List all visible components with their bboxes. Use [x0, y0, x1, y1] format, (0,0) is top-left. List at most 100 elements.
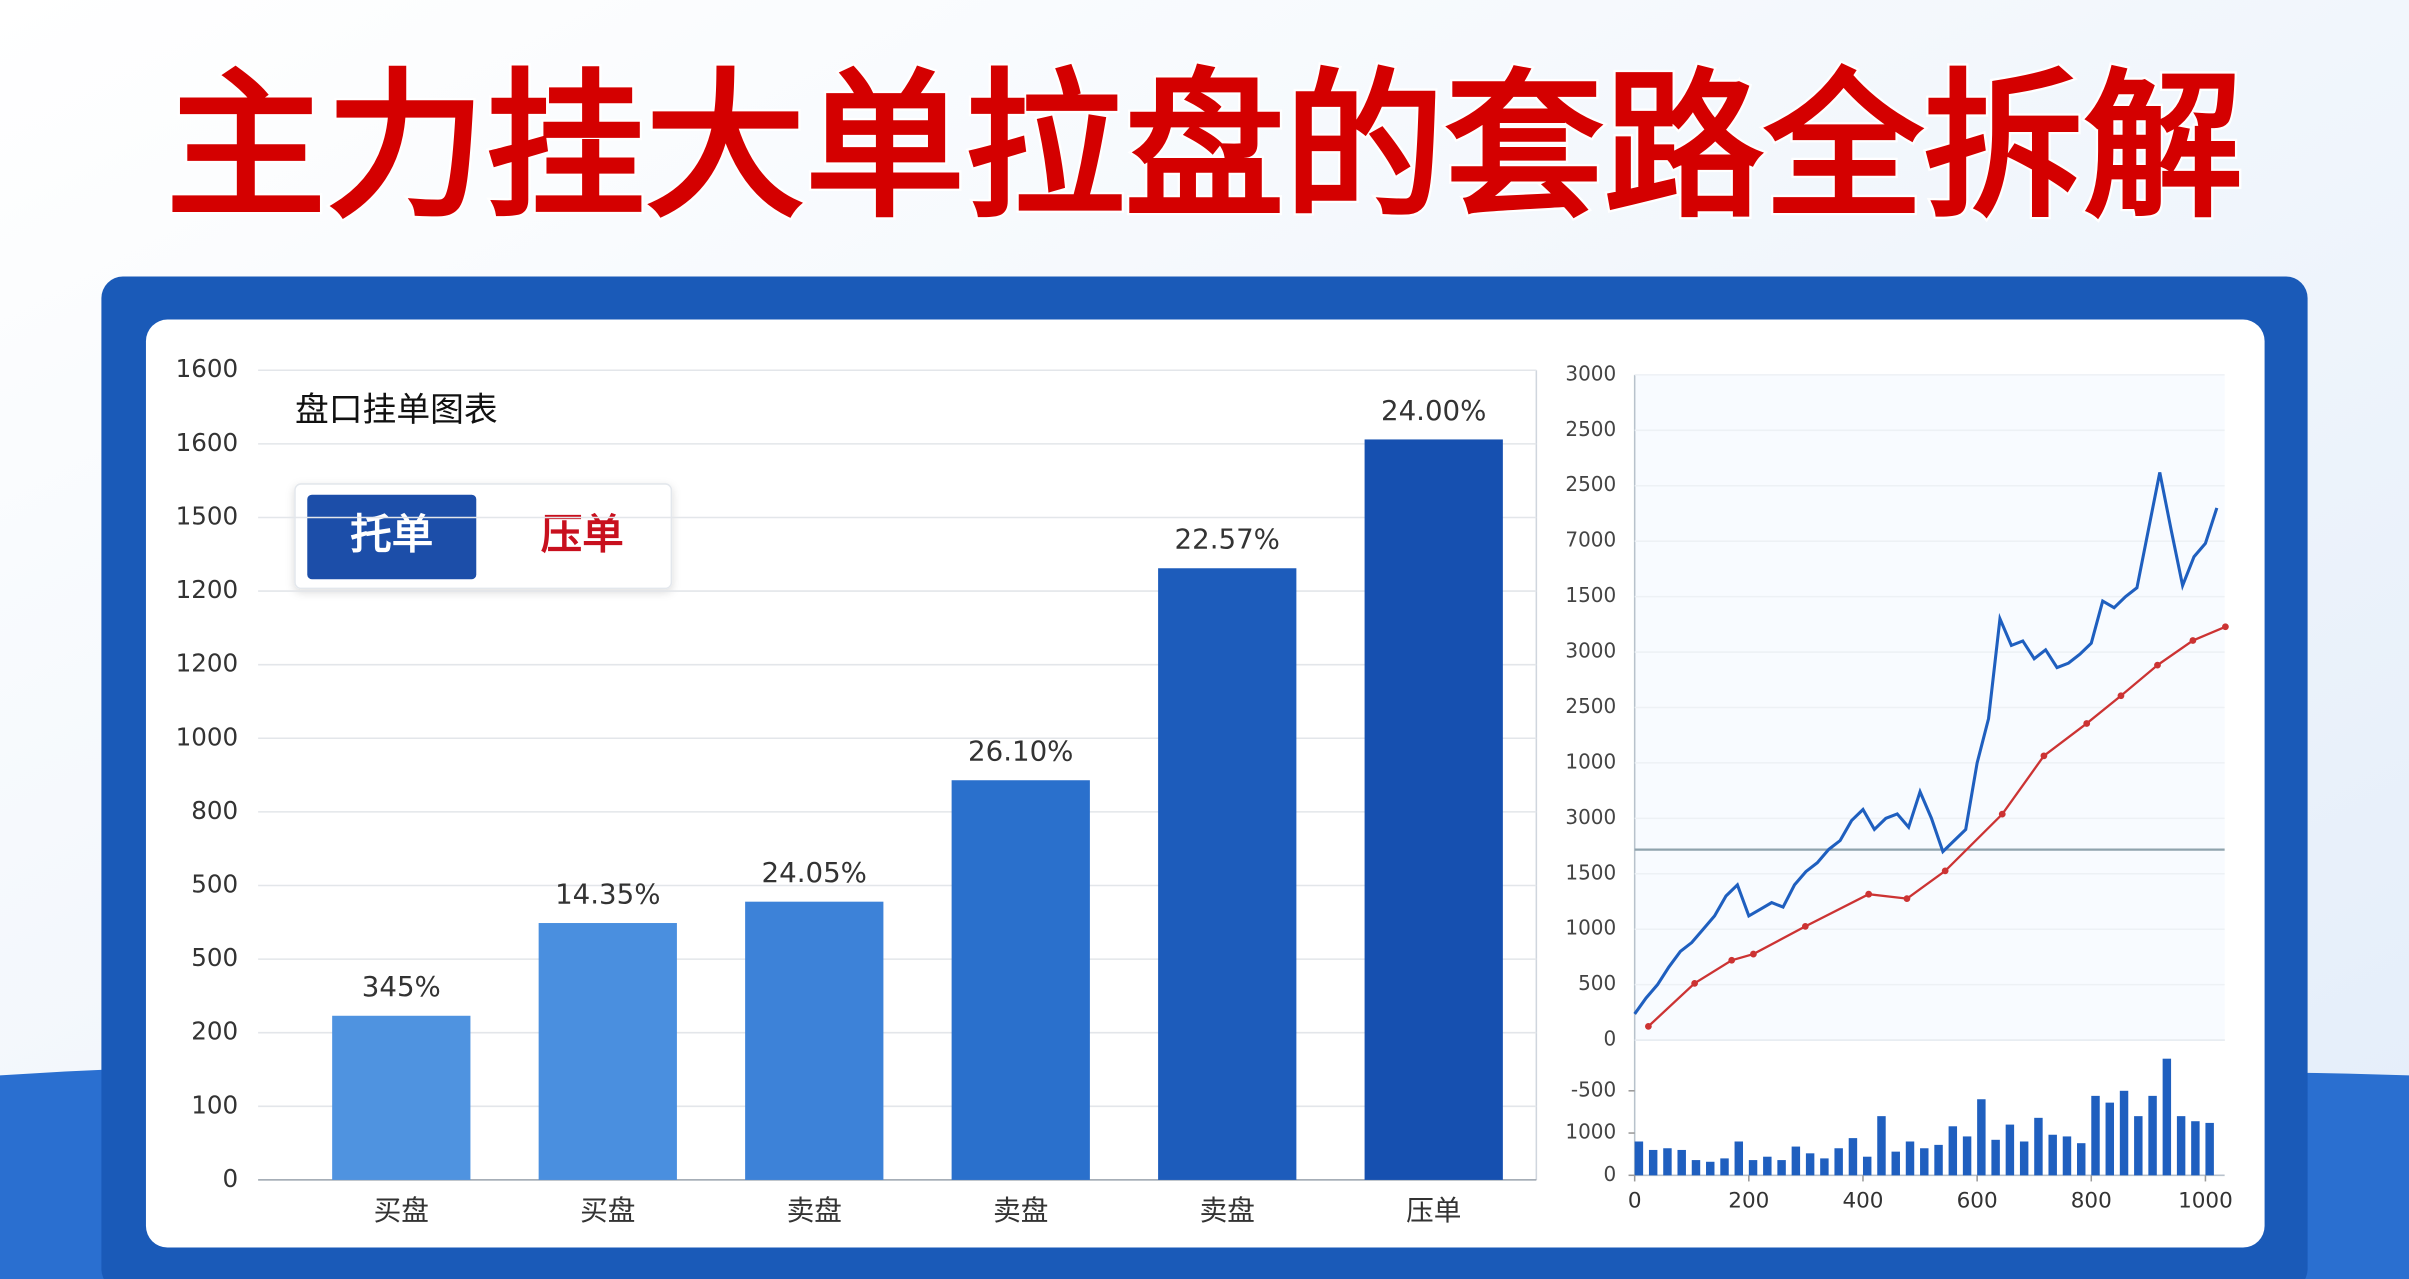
y-tick-label: 3000 [1565, 639, 1616, 663]
series-point [1644, 1022, 1652, 1030]
series-point [2040, 752, 2048, 760]
y-tick-label: 1200 [176, 649, 239, 678]
series-point [2189, 637, 2197, 644]
volume-bar [2062, 1136, 2072, 1176]
volume-bar [2019, 1141, 2029, 1176]
y-tick-label: 1500 [1565, 583, 1616, 607]
x-tick-label: 1000 [2178, 1188, 2233, 1213]
y-tick-label: 1600 [176, 428, 239, 457]
bar [1364, 439, 1503, 1180]
x-tick-label: 买盘 [580, 1194, 635, 1227]
x-tick-label: 卖盘 [993, 1194, 1048, 1227]
series-line [1633, 472, 2219, 1015]
volume-bar [1862, 1156, 1872, 1176]
y-tick-label: 1000 [1565, 1120, 1616, 1144]
x-tick-label: 800 [2071, 1188, 2112, 1213]
volume-bar [2119, 1090, 2129, 1176]
volume-bar [1691, 1160, 1701, 1176]
y-tick-label: 2500 [1565, 694, 1616, 718]
x-tick-label: 0 [1628, 1188, 1642, 1213]
y-tick-label: -500 [1571, 1077, 1616, 1101]
volume-bar [1891, 1151, 1900, 1176]
bar [745, 901, 884, 1180]
volume-bar [1948, 1126, 1958, 1176]
volume-bar [2176, 1116, 2186, 1176]
volume-bar [1748, 1160, 1758, 1176]
chart-title: 盘口挂单图表 [295, 390, 498, 429]
y-tick-label: 1600 [176, 354, 239, 383]
volume-bar [1991, 1139, 2000, 1176]
volume-bar [1805, 1153, 1815, 1176]
headline: 主力挂大单拉盘的套路全拆解 [166, 54, 2243, 240]
series-point [1750, 950, 1757, 958]
bar-annotation: 14.35% [555, 877, 660, 910]
volume-bar [2048, 1134, 2057, 1176]
series-point [1998, 810, 2006, 818]
x-tick-label: 600 [1957, 1188, 1998, 1213]
bar-annotation: 22.57% [1175, 523, 1280, 556]
y-tick-label: 7000 [1565, 528, 1616, 552]
bar [332, 1015, 471, 1180]
x-tick-label: 压单 [1406, 1194, 1461, 1227]
y-tick-label: 1200 [176, 575, 239, 604]
series-point [1941, 867, 1949, 875]
bar [1158, 568, 1297, 1180]
series-point [2117, 692, 2125, 700]
volume-bar [1977, 1099, 1986, 1176]
volume-bar [2134, 1116, 2143, 1176]
series-point [2222, 623, 2229, 631]
volume-bar [1734, 1141, 1744, 1176]
bar-annotation: 345% [362, 970, 441, 1003]
series-point [1691, 979, 1698, 987]
x-tick-label: 200 [1728, 1188, 1769, 1213]
legend-swatch [307, 494, 477, 580]
y-tick-label: 1000 [1565, 749, 1616, 773]
volume-bar [1777, 1160, 1786, 1176]
bar [951, 780, 1090, 1180]
series-point [2083, 720, 2091, 727]
y-tick-label: 500 [1578, 971, 1616, 995]
volume-bar [1648, 1149, 1658, 1176]
series-point [1728, 956, 1736, 964]
volume-bar [1962, 1136, 1972, 1176]
y-tick-label: 2500 [1565, 472, 1616, 496]
volume-bar [2034, 1117, 2043, 1176]
y-tick-label: 0 [1604, 1162, 1617, 1186]
bar-annotation: 26.10% [968, 735, 1073, 768]
volume-bar [2162, 1058, 2172, 1176]
volume-bar [1706, 1161, 1715, 1176]
volume-bar [2091, 1095, 2100, 1176]
y-tick-label: 0 [222, 1164, 238, 1193]
volume-bar [1934, 1144, 1943, 1176]
bar [538, 923, 677, 1180]
volume-bar [1834, 1148, 1843, 1176]
x-tick-label: 卖盘 [1200, 1194, 1255, 1227]
volume-bar [1920, 1148, 1929, 1176]
volume-bar [1820, 1158, 1829, 1176]
y-tick-label: 3000 [1565, 805, 1616, 829]
volume-bar [2205, 1122, 2214, 1176]
volume-bar [2105, 1102, 2115, 1176]
volume-bar [2005, 1124, 2015, 1176]
volume-bar [1877, 1116, 1886, 1176]
y-tick-label: 1000 [1565, 916, 1616, 940]
volume-bar [1848, 1138, 1858, 1176]
series-point [1903, 895, 1911, 903]
volume-bar [1905, 1141, 1915, 1176]
series-point [2154, 661, 2161, 669]
y-tick-label: 3000 [1565, 361, 1616, 385]
x-tick-label: 卖盘 [787, 1194, 842, 1227]
y-tick-label: 1500 [1565, 860, 1616, 884]
y-tick-label: 1500 [176, 501, 239, 530]
volume-bar [2191, 1121, 2200, 1176]
volume-bar [2148, 1095, 2157, 1176]
volume-bar [1663, 1148, 1672, 1176]
x-tick-label: 买盘 [374, 1194, 429, 1227]
volume-bar [1720, 1158, 1729, 1176]
bar-annotation: 24.05% [762, 856, 867, 889]
series-point [1865, 890, 1873, 898]
series-point [1801, 922, 1809, 930]
volume-bar [1677, 1149, 1686, 1176]
